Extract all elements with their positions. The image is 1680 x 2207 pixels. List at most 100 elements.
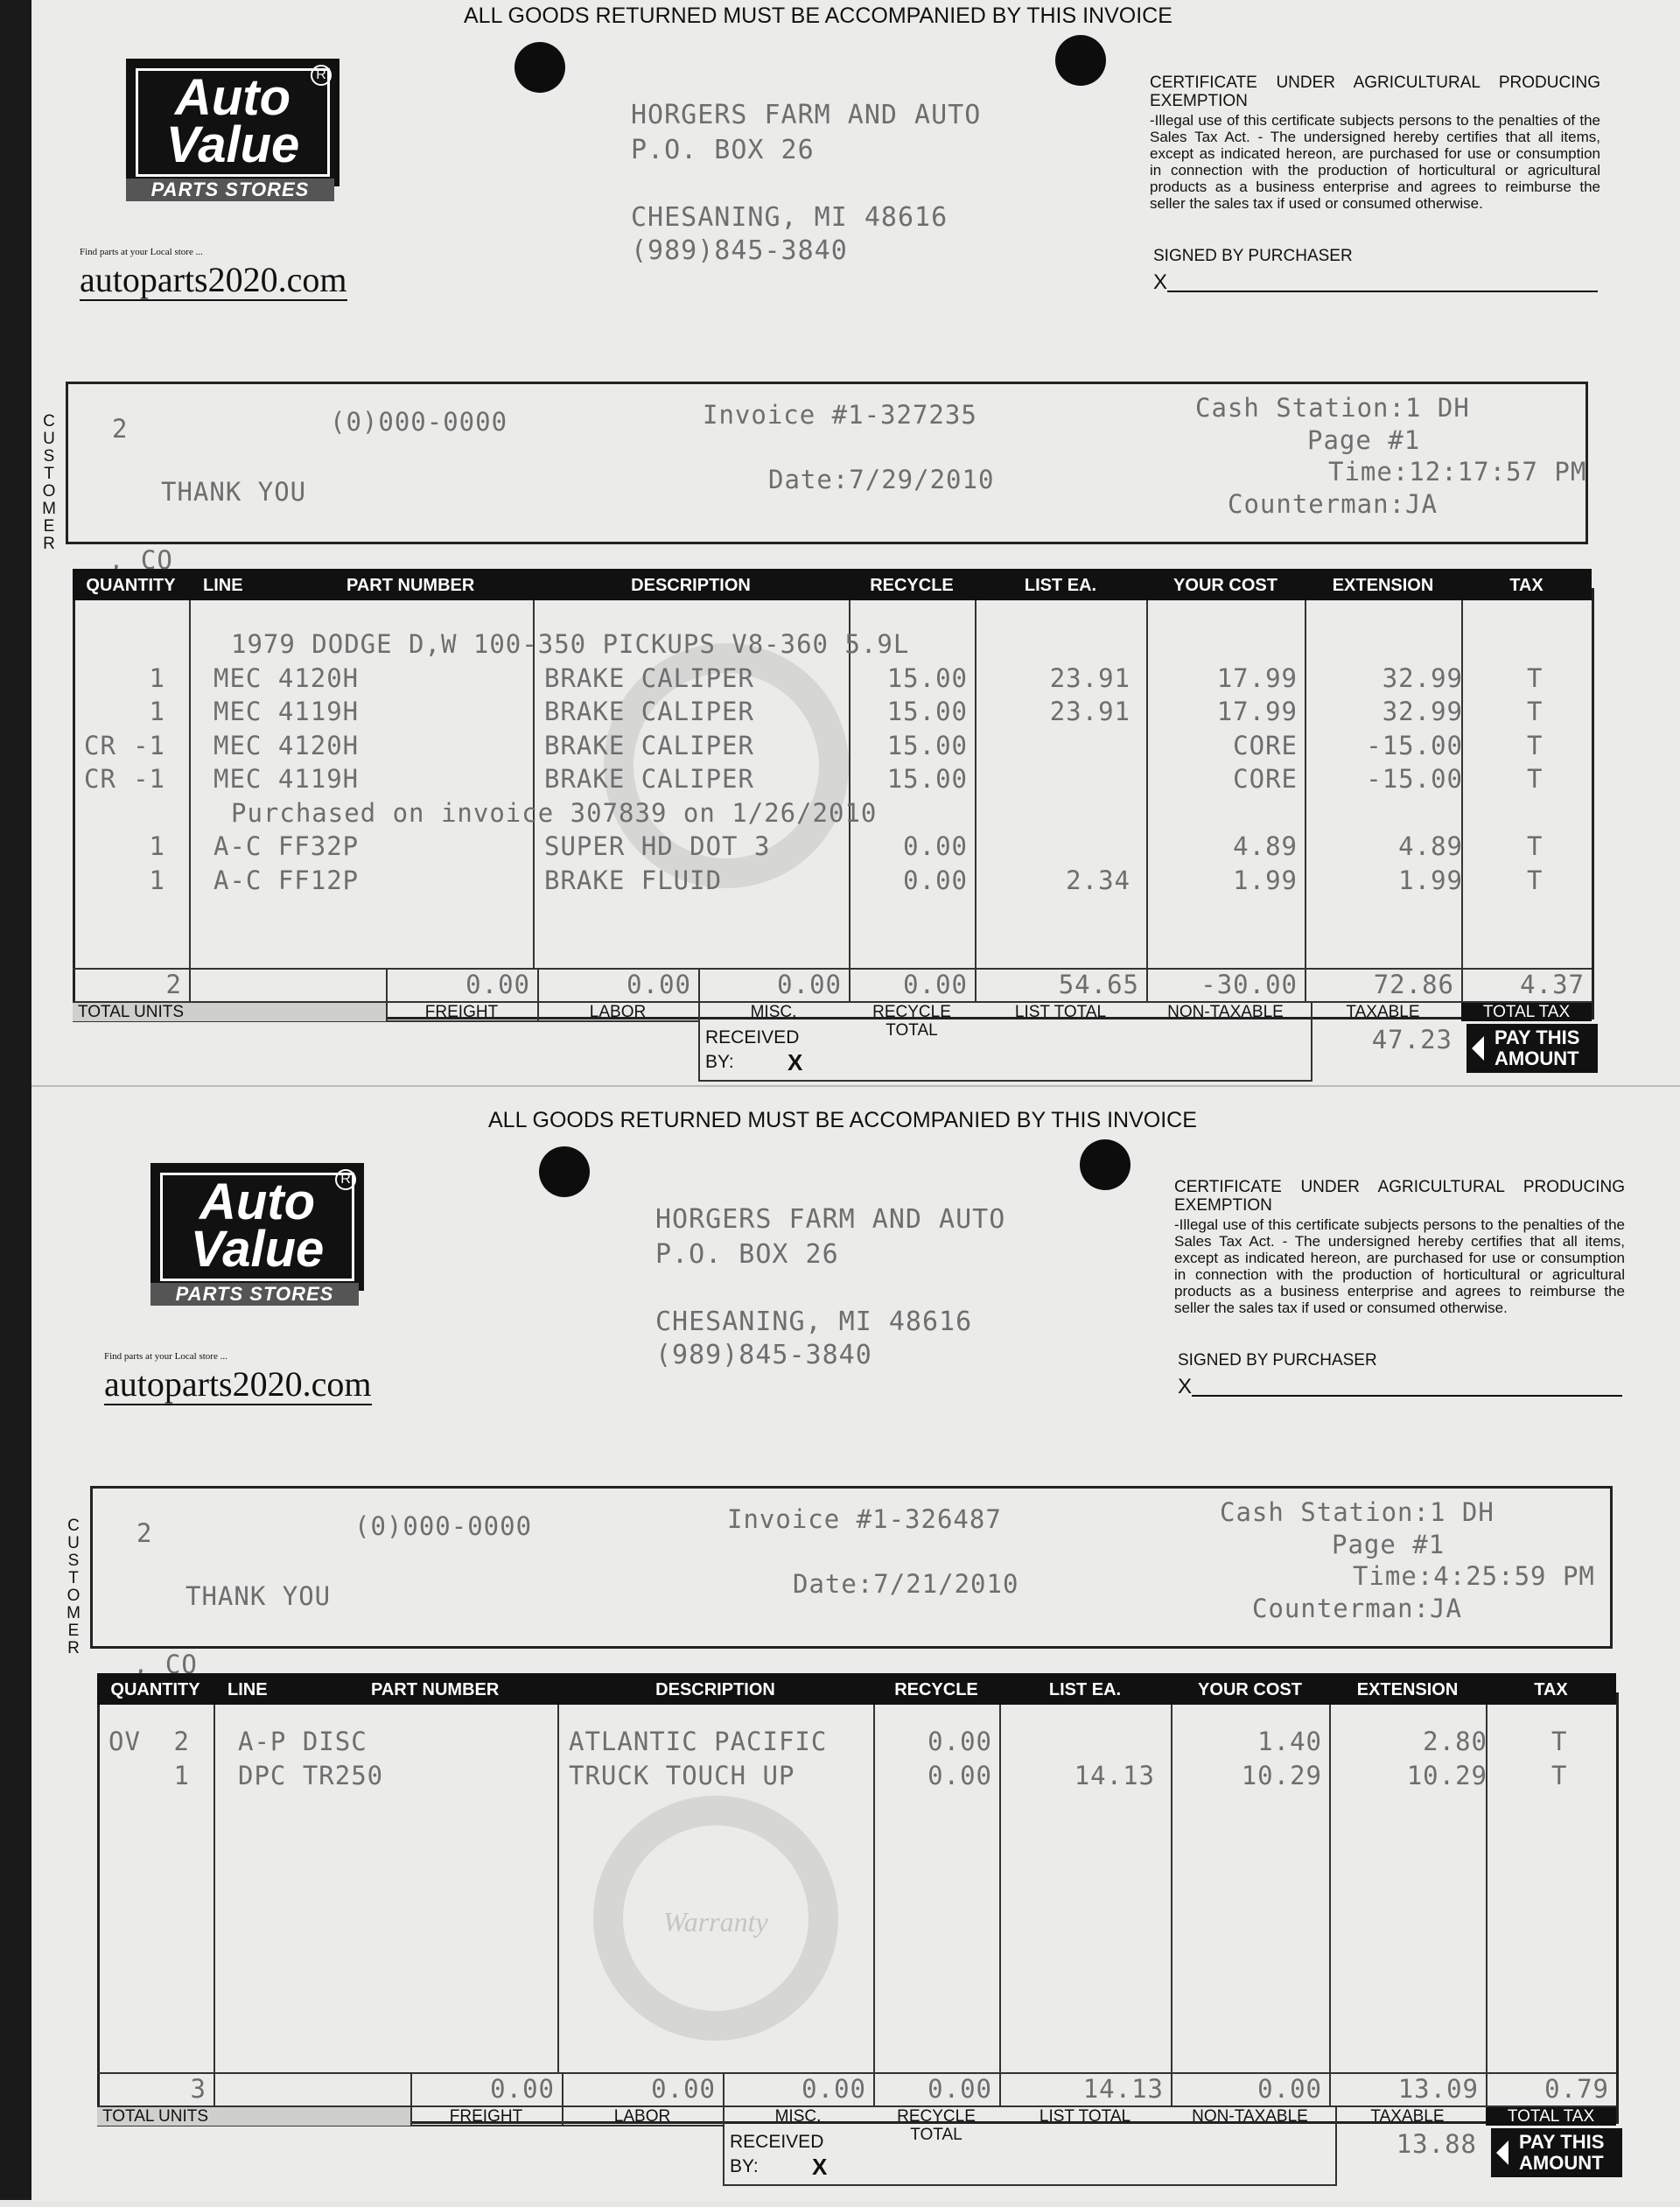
table-row: 1 MEC 4119H BRAKE CALIPER 15.00 23.91 17.99 32…	[0, 697, 1662, 731]
row-extension: -15.00	[1366, 730, 1463, 760]
totals-divider	[562, 2072, 564, 2125]
website-link[interactable]: autoparts2020.com	[104, 1364, 372, 1405]
column-header-line: LINE	[228, 1680, 268, 1699]
column-header-list-ea: LIST EA.	[975, 569, 1146, 600]
logo-parts-stores: PARTS STORES	[126, 179, 334, 201]
total-non-taxable-label: NON-TAXABLE	[1192, 2107, 1308, 2126]
total-labor-value: 0.00	[651, 2074, 716, 2104]
total-misc-label: MISC.	[774, 2107, 822, 2126]
row-quantity: -1	[133, 764, 165, 794]
total-recycle-total-value: 0.00	[903, 970, 968, 999]
website-link[interactable]: autoparts2020.com	[80, 260, 347, 301]
total-total-tax-value: 0.79	[1544, 2074, 1609, 2104]
signature-line[interactable]	[1192, 1395, 1622, 1397]
invoice: ALL GOODS RETURNED MUST BE ACCOMPANIED B…	[24, 1104, 1680, 2207]
table-row: 1 A-C FF32P SUPER HD DOT 3 0.00 4.89 4.89 T	[0, 832, 1662, 865]
registered-mark-icon: R	[311, 65, 332, 86]
store-address-line: CHESANING, MI 48616	[655, 1307, 973, 1337]
row-quantity: 1	[173, 1760, 190, 1790]
row-note: Purchased on invoice 307839 on 1/26/2010	[231, 797, 878, 828]
row-your-cost: 1.99	[1233, 865, 1298, 895]
row-your-cost: 4.89	[1233, 831, 1298, 861]
scan-edge	[0, 0, 32, 2200]
totals-mid-line	[97, 2105, 1616, 2107]
total-total-units-value: 2	[165, 970, 182, 999]
pay-amount-value: 13.88	[1396, 2129, 1477, 2159]
total-freight-label: FREIGHT	[424, 1003, 499, 1021]
certificate-body: -Illegal use of this certificate subject…	[1174, 1216, 1625, 1316]
store-address-line: P.O. BOX 26	[631, 135, 815, 165]
customer-thank-you: THANK YOU	[161, 477, 307, 507]
customer-page: Page #1	[1307, 425, 1421, 455]
column-header-extension: EXTENSION	[1305, 569, 1461, 600]
customer-counterman: Counterman:JA	[1228, 489, 1438, 519]
row-extension: 32.99	[1382, 662, 1463, 693]
total-total-units-label: TOTAL UNITS	[97, 2107, 214, 2126]
customer-box	[90, 1486, 1613, 1649]
total-freight-value: 0.00	[490, 2074, 555, 2104]
totals-divider	[537, 968, 539, 1020]
table-row: 1 DPC TR250 TRUCK TOUCH UP 0.00 14.13 10.29 10…	[24, 1762, 1680, 1795]
signed-by-label: SIGNED BY PURCHASER	[1178, 1351, 1377, 1370]
column-header-your-cost: YOUR COST	[1171, 1673, 1329, 1705]
customer-thank-you: THANK YOU	[186, 1581, 332, 1611]
received-signature-x[interactable]: X	[788, 1049, 803, 1075]
row-note: 1979 DODGE D,W 100-350 PICKUPS V8-360 5.…	[231, 629, 910, 659]
total-taxable-label: TAXABLE	[1370, 2107, 1445, 2126]
row-recycle: 0.00	[903, 865, 968, 895]
total-recycle-total-value: 0.00	[928, 2074, 992, 2104]
table-row: CR -1 MEC 4119H BRAKE CALIPER 15.00 CORE -15.0…	[0, 765, 1662, 798]
column-divider	[1146, 600, 1148, 968]
column-divider	[1329, 1705, 1331, 2072]
row-quantity: 1	[149, 697, 165, 726]
totals-bottom-line	[97, 2125, 723, 2126]
row-part-number: A-C FF12P	[214, 865, 360, 895]
row-recycle: 15.00	[886, 730, 968, 760]
pay-label-line-1: PAY THIS	[1519, 2131, 1605, 2153]
column-divider	[873, 1705, 875, 2072]
total-misc-value: 0.00	[802, 2074, 866, 2104]
row-quantity: -1	[133, 730, 165, 760]
row-your-cost: CORE	[1233, 764, 1298, 794]
customer-invoice-no: Invoice #1-326487	[727, 1504, 1002, 1534]
row-description: BRAKE CALIPER	[544, 730, 754, 760]
total-total-tax-value: 4.37	[1520, 970, 1585, 999]
row-extension: 1.99	[1398, 865, 1463, 895]
pay-divider	[1311, 1001, 1312, 1080]
total-total-tax-label: TOTAL TAX	[1461, 1003, 1592, 1021]
watermark-text: Warranty	[663, 1906, 768, 1937]
total-labor-label: LABOR	[613, 2107, 671, 2126]
row-recycle: 15.00	[886, 697, 968, 726]
row-description: BRAKE FLUID	[544, 865, 723, 895]
signature-x: X	[1178, 1375, 1193, 1398]
row-your-cost: 17.99	[1216, 697, 1298, 726]
column-header-your-cost: YOUR COST	[1146, 569, 1305, 600]
column-divider	[1461, 600, 1463, 968]
total-total-units-value: 3	[190, 2074, 206, 2104]
row-qty-prefix: OV	[108, 1727, 141, 1756]
row-your-cost: 10.29	[1241, 1760, 1322, 1790]
column-divider	[1171, 1705, 1172, 2072]
customer-cash-station: Cash Station:1 DH	[1220, 1497, 1494, 1527]
column-header-list-ea: LIST EA.	[999, 1673, 1171, 1705]
signature-line[interactable]	[1167, 291, 1598, 292]
pay-label-line-1: PAY THIS	[1494, 1026, 1580, 1048]
totals-divider	[698, 968, 700, 1020]
totals-divider	[1305, 968, 1306, 1003]
row-quantity: 1	[149, 662, 165, 693]
registered-mark-icon: R	[335, 1169, 356, 1190]
row-your-cost: CORE	[1233, 730, 1298, 760]
received-box	[723, 2125, 1337, 2186]
agricultural-certificate: CERTIFICATE UNDER AGRICULTURAL PRODUCING…	[1174, 1178, 1625, 1316]
table-row: CR -1 MEC 4120H BRAKE CALIPER 15.00 CORE -15.0…	[0, 732, 1662, 765]
row-part-number: MEC 4119H	[214, 697, 360, 726]
customer-time: Time:4:25:59 PM	[1353, 1561, 1595, 1591]
received-box	[698, 1020, 1312, 1082]
column-divider	[189, 600, 191, 968]
signed-by-label: SIGNED BY PURCHASER	[1153, 247, 1353, 265]
received-signature-x[interactable]: X	[812, 2154, 828, 2180]
row-part-number: DPC TR250	[238, 1760, 384, 1790]
row-recycle: 0.00	[928, 1760, 992, 1790]
row-list-each: 23.91	[1049, 697, 1130, 726]
row-extension: -15.00	[1366, 764, 1463, 794]
